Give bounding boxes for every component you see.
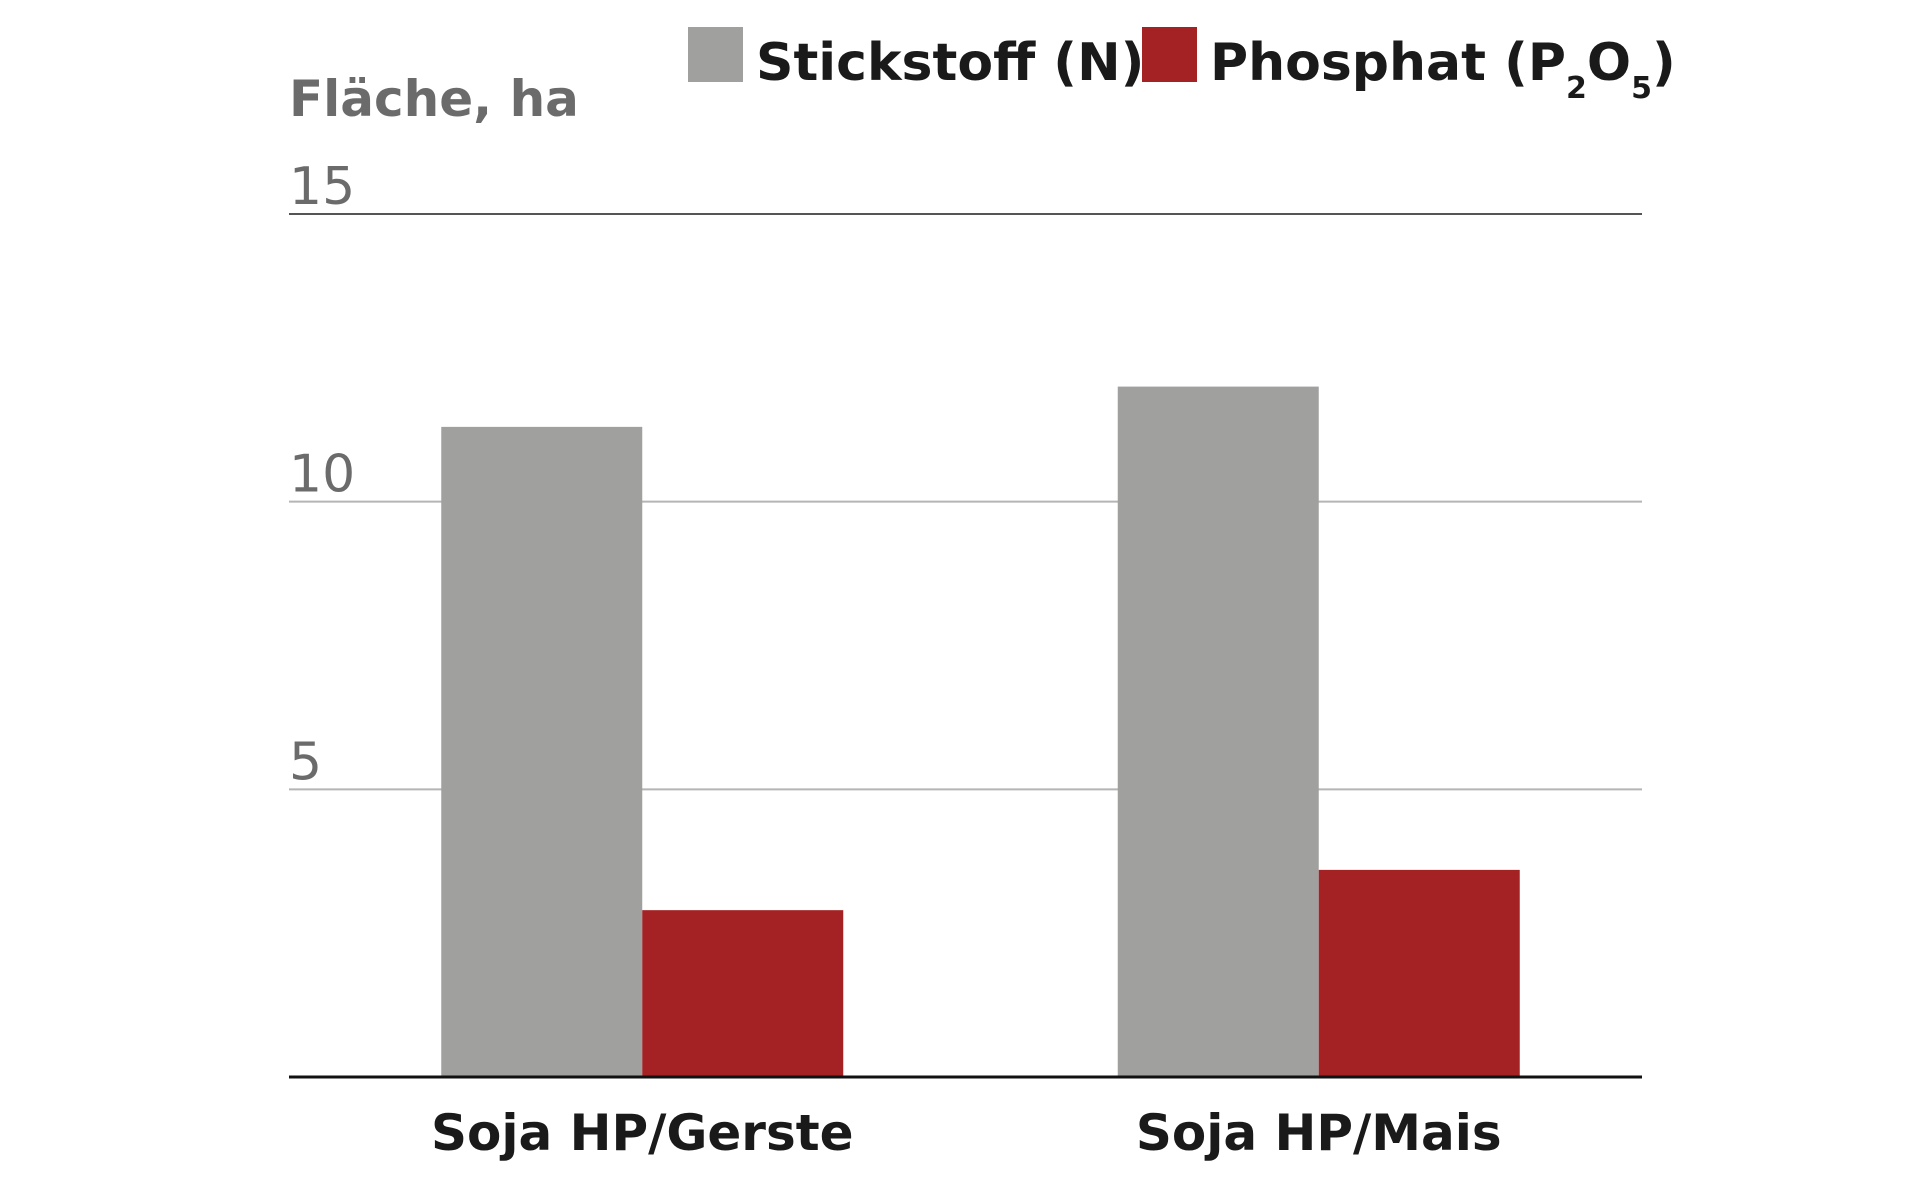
legend-entry: Phosphat (P2O5) [1210,33,1676,106]
bar-phosphat [642,910,844,1077]
bars [441,386,1520,1078]
legend: Stickstoff (N) Phosphat (P2O5) [688,27,1676,106]
y-tick-labels: 5 10 15 [289,157,355,792]
y-tick-label: 10 [289,445,355,505]
y-axis-label: Fläche, ha [289,70,579,128]
x-tick-labels: Soja HP/Gerste Soja HP/Mais [431,1104,1502,1162]
bar-stickstoff [441,426,643,1078]
y-tick-label: 5 [289,732,322,792]
legend-swatch [1142,27,1197,82]
legend-swatch [688,27,743,82]
legend-entry: Stickstoff (N) [756,33,1144,93]
x-tick-label: Soja HP/Gerste [431,1104,854,1162]
y-tick-label: 15 [289,157,355,217]
bar-stickstoff [1117,386,1319,1078]
bar-phosphat [1318,869,1520,1077]
x-tick-label: Soja HP/Mais [1136,1104,1502,1162]
